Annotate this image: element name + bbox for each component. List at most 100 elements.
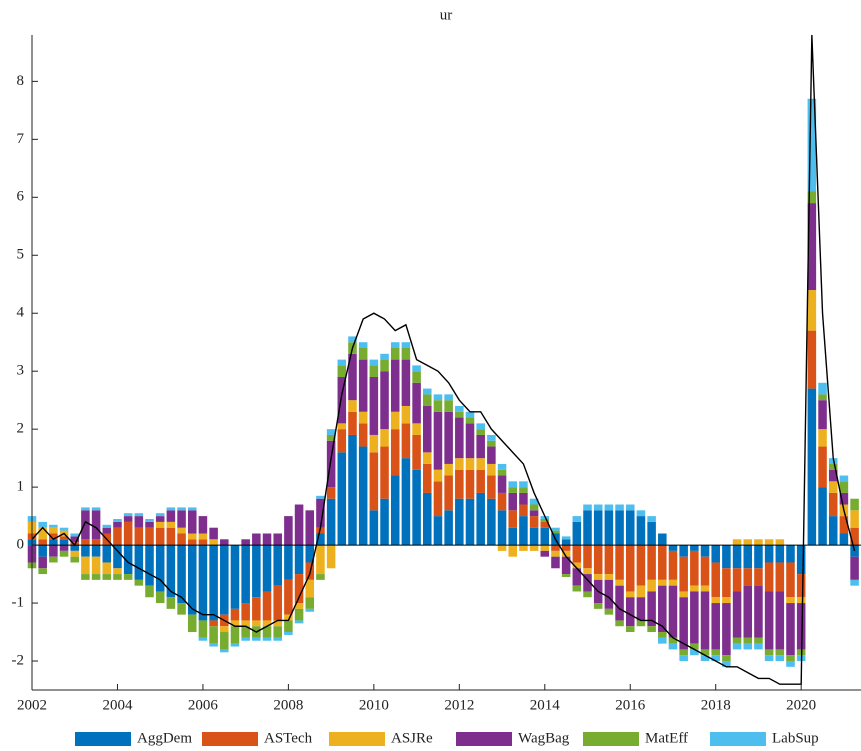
bar-segment [572,568,582,586]
bar-segment [166,527,176,546]
bar-segment [529,527,539,546]
bar-segment [91,545,101,557]
bar-segment [198,516,208,534]
bar-segment [412,365,421,372]
bar-segment [81,545,90,557]
bar-segment [155,516,165,522]
bar-segment [508,545,518,557]
bar-segment [252,545,261,598]
bar-segment [465,469,475,499]
bar-segment [337,423,347,430]
bar-segment [70,536,80,543]
bar-segment [828,492,838,517]
bar-segment [284,516,293,546]
y-tick-label: 7 [17,131,25,147]
bar-segment [348,400,357,412]
bar-segment [465,423,475,459]
bar-segment [230,620,240,627]
bar-segment [155,521,165,528]
bar-segment [818,382,827,395]
bar-segment [593,504,603,511]
bar-segment [337,376,347,424]
bar-segment [551,550,560,557]
legend-label: MatEff [645,730,688,746]
bar-segment [380,353,389,360]
bar-segment [455,405,464,412]
bar-segment [722,655,731,662]
bar-segment [625,545,635,592]
bar-segment [455,498,464,546]
bar-segment [220,632,229,650]
bar-segment [294,504,304,546]
bar-segment [828,469,838,482]
bar-segment [273,585,282,621]
bar-segment [102,527,112,534]
bar-segment [690,545,699,551]
bar-segment [337,429,347,453]
bar-segment [337,359,347,366]
bar-segment [786,545,795,563]
bar-segment [572,521,582,546]
bar-segment [220,545,229,615]
bar-segment [59,536,69,540]
bar-segment [807,203,817,291]
x-tick-label: 2018 [701,697,731,713]
bar-segment [604,545,614,575]
bar-segment [583,504,592,511]
bar-segment [166,597,176,609]
bar-segment [583,510,592,546]
bar-segment [455,417,464,459]
bar-segment [273,626,282,638]
bar-segment [711,545,720,563]
bar-segment [155,591,165,604]
bar-segment [604,579,614,609]
bar-segment [209,643,218,647]
bar-segment [796,603,806,650]
bar-segment [294,620,304,624]
bar-segment [668,637,678,644]
bar-segment [519,481,528,488]
bar-segment [615,510,624,546]
bar-segment [38,521,47,528]
bar-segment [134,513,144,517]
bar-segment [775,655,785,662]
y-tick-label: 0 [17,537,25,553]
bar-segment [455,469,464,499]
bar-segment [658,632,667,638]
bar-segment [369,510,379,546]
bar-segment [401,423,411,459]
bar-segment [540,545,550,551]
bar-segment [177,603,186,615]
bar-segment [380,371,389,430]
legend-swatch [75,732,131,746]
bar-segment [145,585,154,598]
bar-segment [284,620,293,633]
bar-segment [401,458,411,546]
bar-segment [444,400,453,412]
bar-segment [636,545,646,586]
bar-segment [722,661,731,667]
bar-segment [380,359,389,372]
bar-segment [732,643,742,650]
legend-label: ASJRe [391,730,433,746]
bar-segment [433,516,443,546]
bar-segment [177,507,186,511]
bar-segment [380,429,389,447]
bar-segment [818,394,827,401]
bar-segment [615,585,624,621]
bar-segment [155,527,165,546]
bar-segment [497,463,507,470]
bar-segment [497,492,507,511]
bar-segment [412,434,421,470]
y-tick-label: 8 [17,73,25,89]
bar-segment [145,527,154,546]
bar-segment [348,336,357,343]
bar-segment [636,516,646,546]
bar-segment [668,579,678,586]
bar-segment [230,643,240,647]
bar-segment [134,527,144,546]
bar-segment [369,359,379,366]
bar-segment [850,527,859,546]
line [31,34,856,685]
bar-segment [401,405,411,424]
